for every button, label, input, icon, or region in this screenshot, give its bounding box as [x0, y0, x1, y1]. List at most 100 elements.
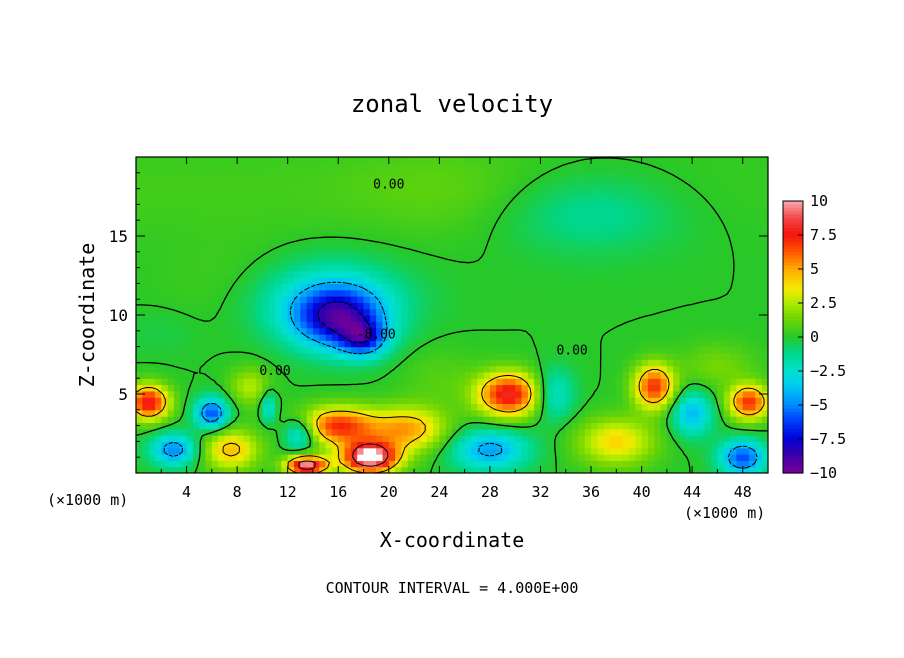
heatmap-cell	[749, 296, 756, 303]
heatmap-cell	[161, 283, 169, 291]
heatmap-cell	[749, 226, 756, 234]
heatmap-cell	[660, 416, 668, 424]
heatmap-cell	[622, 460, 630, 468]
heatmap-cell	[199, 454, 207, 461]
heatmap-cell	[597, 460, 605, 468]
heatmap-cell	[173, 188, 181, 196]
heatmap-cell	[433, 277, 440, 284]
heatmap-cell	[426, 441, 434, 449]
heatmap-cell	[344, 308, 352, 316]
heatmap-cell	[603, 422, 611, 430]
heatmap-cell	[622, 258, 630, 266]
heatmap-cell	[186, 435, 194, 442]
heatmap-cell	[173, 327, 181, 335]
heatmap-cell	[723, 315, 731, 322]
heatmap-cell	[319, 359, 327, 367]
heatmap-cell	[755, 264, 763, 272]
heatmap-cell	[287, 182, 295, 190]
heatmap-cell	[749, 422, 756, 430]
heatmap-cell	[723, 308, 731, 316]
heatmap-cell	[300, 182, 308, 190]
heatmap-cell	[527, 384, 535, 392]
heatmap-cell	[426, 352, 434, 360]
heatmap-cell	[218, 321, 226, 329]
heatmap-cell	[350, 283, 358, 291]
heatmap-cell	[489, 169, 497, 177]
heatmap-cell	[572, 416, 579, 424]
heatmap-cell	[192, 175, 200, 183]
heatmap-cell	[591, 447, 598, 455]
heatmap-cell	[591, 327, 598, 335]
heatmap-cell	[546, 346, 554, 354]
heatmap-cell	[388, 365, 396, 373]
heatmap-cell	[755, 232, 763, 240]
heatmap-cell	[742, 251, 750, 259]
heatmap-cell	[224, 308, 232, 316]
heatmap-cell	[660, 397, 668, 405]
heatmap-cell	[211, 175, 219, 183]
heatmap-cell	[521, 283, 529, 291]
heatmap-cell	[148, 264, 156, 272]
heatmap-cell	[420, 283, 428, 291]
heatmap-cell	[452, 213, 459, 221]
heatmap-cell	[553, 371, 561, 379]
heatmap-cell	[312, 422, 320, 430]
heatmap-cell	[622, 428, 630, 436]
heatmap-cell	[180, 194, 188, 202]
heatmap-cell	[142, 258, 150, 266]
heatmap-cell	[306, 302, 314, 310]
heatmap-cell	[723, 245, 731, 253]
heatmap-cell	[192, 182, 200, 190]
heatmap-cell	[685, 352, 693, 360]
heatmap-cell	[426, 201, 434, 209]
heatmap-cell	[477, 163, 485, 171]
heatmap-cell	[483, 333, 491, 341]
heatmap-cell	[597, 447, 605, 455]
heatmap-cell	[312, 245, 320, 253]
heatmap-cell	[433, 264, 440, 272]
heatmap-cell	[496, 277, 504, 284]
heatmap-cell	[433, 207, 440, 215]
heatmap-cell	[230, 397, 238, 405]
heatmap-cell	[388, 460, 396, 468]
heatmap-cell	[243, 428, 251, 436]
heatmap-cell	[439, 194, 447, 202]
heatmap-cell	[458, 245, 466, 253]
heatmap-cell	[433, 327, 440, 335]
heatmap-cell	[319, 378, 327, 386]
heatmap-cell	[685, 346, 693, 354]
heatmap-cell	[388, 232, 396, 240]
heatmap-cell	[142, 207, 150, 215]
heatmap-cell	[439, 416, 447, 424]
heatmap-cell	[673, 435, 681, 442]
heatmap-cell	[698, 283, 706, 291]
heatmap-cell	[363, 188, 371, 196]
heatmap-cell	[192, 460, 200, 468]
heatmap-cell	[306, 397, 314, 405]
heatmap-cell	[192, 302, 200, 310]
heatmap-cell	[300, 194, 308, 202]
heatmap-cell	[553, 270, 561, 278]
heatmap-cell	[635, 441, 643, 449]
heatmap-cell	[275, 333, 282, 341]
heatmap-cell	[243, 409, 251, 417]
heatmap-cell	[736, 466, 744, 473]
heatmap-cell	[711, 460, 719, 468]
heatmap-cell	[647, 239, 655, 247]
heatmap-cell	[597, 315, 605, 322]
heatmap-cell	[584, 346, 592, 354]
heatmap-cell	[692, 315, 700, 322]
heatmap-cell	[199, 321, 207, 329]
heatmap-cell	[730, 194, 737, 202]
heatmap-cell	[597, 416, 605, 424]
heatmap-cell	[275, 175, 282, 183]
heatmap-cell	[414, 232, 421, 240]
heatmap-cell	[464, 333, 472, 341]
heatmap-cell	[154, 321, 162, 329]
heatmap-cell	[439, 232, 447, 240]
heatmap-cell	[647, 346, 655, 354]
heatmap-cell	[167, 188, 175, 196]
heatmap-cell	[426, 163, 434, 171]
heatmap-cell	[382, 447, 390, 455]
heatmap-cell	[249, 207, 257, 215]
